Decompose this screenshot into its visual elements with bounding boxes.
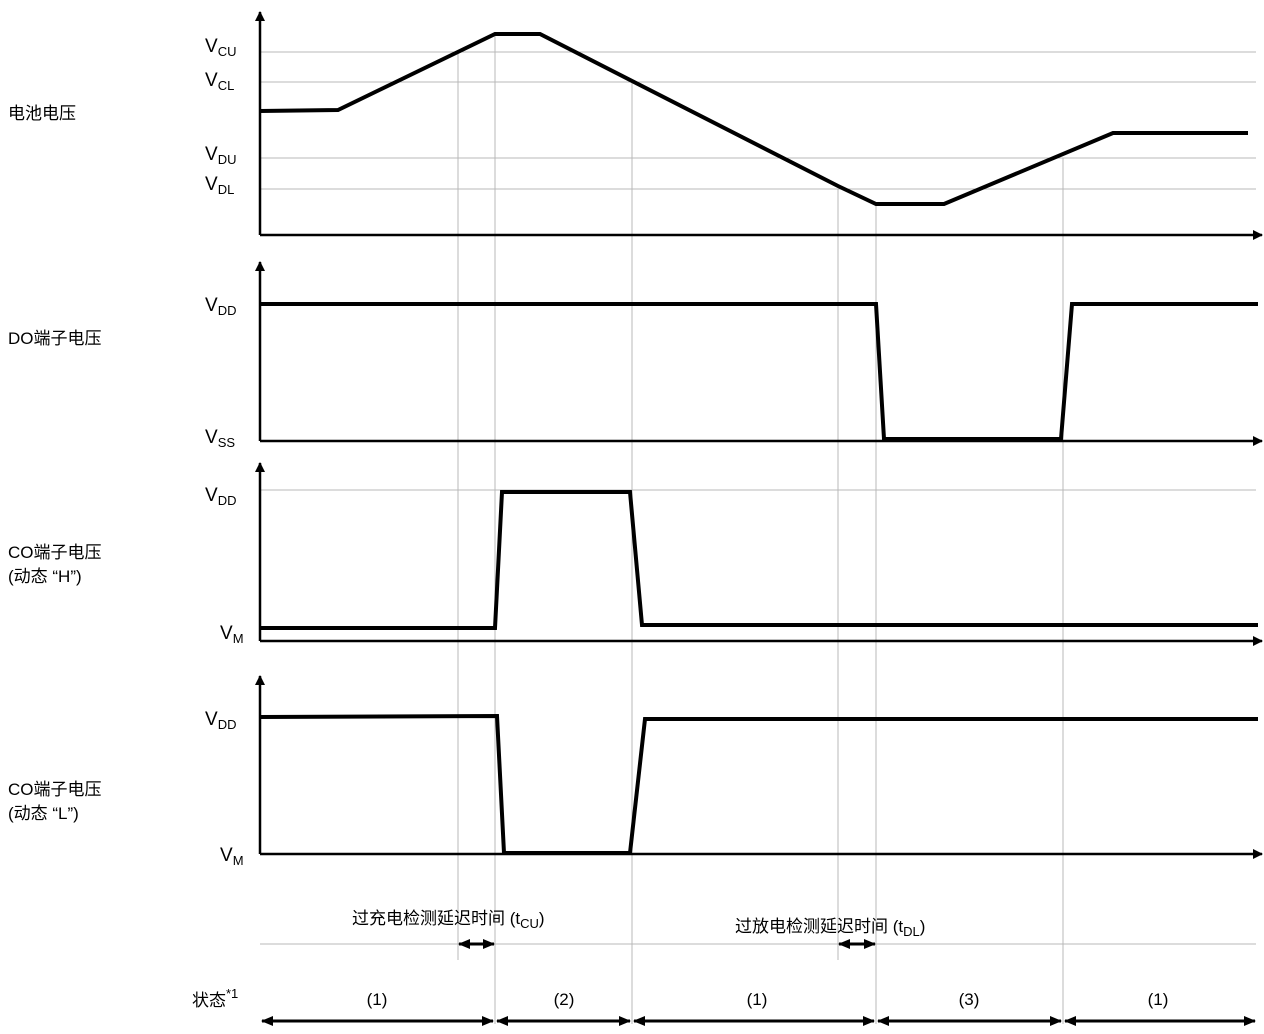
level-label-vdl: VDL: [205, 174, 234, 197]
do-terminal-waveform: [260, 302, 1258, 441]
grid-lines-vertical: [457, 34, 1064, 1024]
state-label-2: (2): [554, 990, 575, 1009]
level-label-vcu: VCU: [205, 36, 236, 59]
row-label-battery-voltage: 电池电压: [8, 104, 76, 123]
state-label-4: (3): [959, 990, 980, 1009]
row-label-co-h-line1: CO端子电压: [8, 543, 102, 562]
overdischarge-delay-label: 过放电检测延迟时间 (tDL): [735, 917, 925, 939]
level-label-vm-co-l: VM: [220, 845, 244, 868]
axes: [255, 11, 1263, 859]
level-label-vdd-do: VDD: [205, 295, 236, 318]
row-label-co-l-line1: CO端子电压: [8, 780, 102, 799]
level-label-vm-co-h: VM: [220, 623, 244, 646]
level-label-vss: VSS: [205, 427, 235, 450]
level-label-vcl: VCL: [205, 70, 234, 93]
battery-voltage-waveform: [259, 32, 1248, 206]
state-row-label: 状态*1: [192, 986, 238, 1010]
co-terminal-dynamic-l-waveform: [259, 713, 1258, 855]
grid-lines-horizontal: [260, 51, 1256, 945]
row-label-co-h-line2: (动态 “H”): [8, 567, 82, 586]
state-label-3: (1): [747, 990, 768, 1009]
overcharge-delay-label: 过充电检测延迟时间 (tCU): [352, 909, 545, 931]
level-label-vdu: VDU: [205, 144, 236, 167]
state-label-5: (1): [1148, 990, 1169, 1009]
co-terminal-dynamic-h-waveform: [260, 490, 1258, 630]
state-label-1: (1): [367, 990, 388, 1009]
row-label-co-l-line2: (动态 “L”): [8, 804, 79, 823]
row-label-do-terminal: DO端子电压: [8, 329, 102, 348]
level-label-vdd-co-l: VDD: [205, 709, 236, 732]
level-label-vdd-co-h: VDD: [205, 485, 236, 508]
